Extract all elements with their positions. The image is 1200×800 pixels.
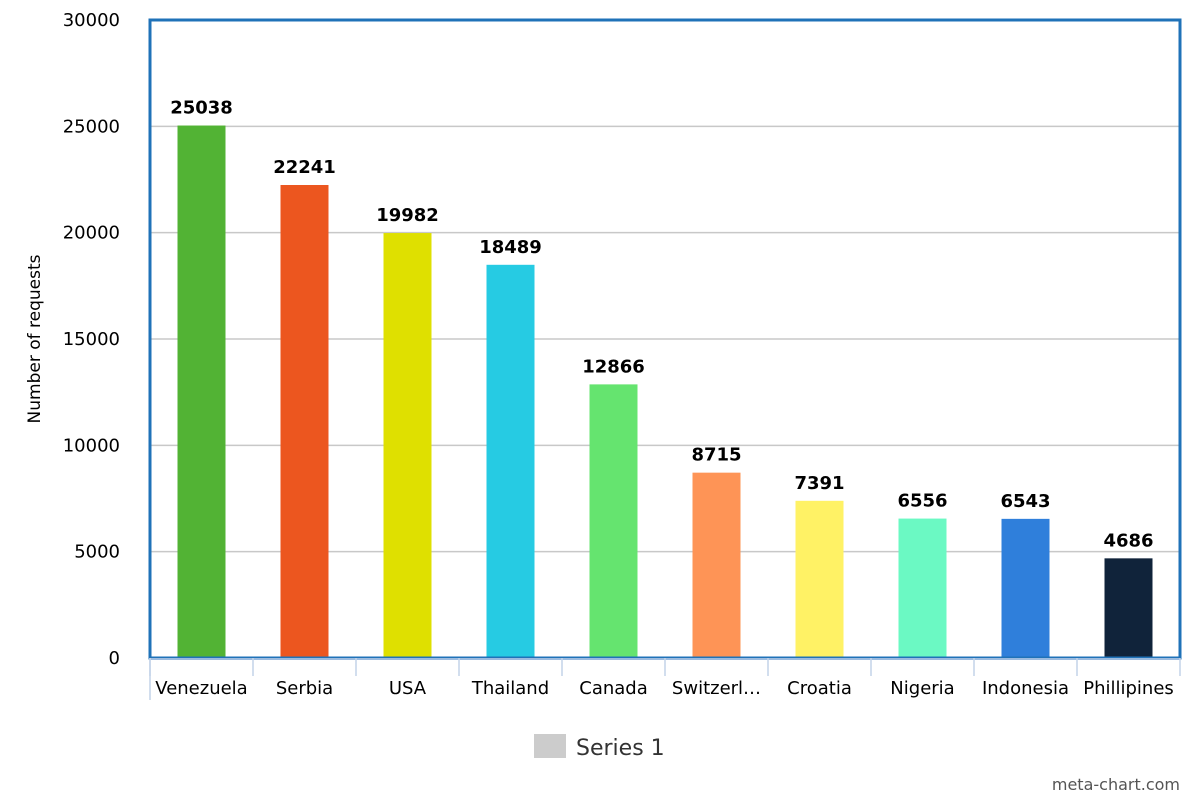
bar xyxy=(1001,518,1050,658)
bar xyxy=(280,185,329,659)
x-category-label: Indonesia xyxy=(982,678,1069,699)
data-label: 4686 xyxy=(1103,530,1153,551)
bar xyxy=(383,233,432,658)
data-label: 6543 xyxy=(1000,491,1050,512)
data-label: 6556 xyxy=(897,491,947,512)
x-category-label: USA xyxy=(389,678,427,699)
x-category-label: Croatia xyxy=(787,678,852,699)
x-category-label: Phillipines xyxy=(1083,678,1174,699)
legend-swatch xyxy=(534,734,566,758)
y-tick-label: 5000 xyxy=(74,542,120,563)
y-tick-label: 10000 xyxy=(63,435,120,456)
bar xyxy=(1104,558,1153,658)
data-label: 12866 xyxy=(582,356,645,377)
y-tick-label: 30000 xyxy=(63,10,120,31)
data-label: 19982 xyxy=(376,205,439,226)
x-category-label: Serbia xyxy=(276,678,333,699)
x-axis: Venezuela Serbia USA Thailand Canada Switzerl… xyxy=(149,658,1181,700)
legend-label: Series 1 xyxy=(576,736,665,761)
y-tick-label: 20000 xyxy=(63,223,120,244)
x-category-label: Nigeria xyxy=(890,678,954,699)
x-category-label: Venezuela xyxy=(155,678,247,699)
y-tick-label: 15000 xyxy=(63,329,120,350)
x-category-label: Switzerl… xyxy=(672,678,761,699)
y-tick-label: 0 xyxy=(109,648,120,669)
x-category-label: Thailand xyxy=(471,678,549,699)
bar xyxy=(898,518,947,658)
data-label: 25038 xyxy=(170,98,233,119)
y-tick-label: 25000 xyxy=(63,116,120,137)
bar xyxy=(589,384,638,658)
bar xyxy=(692,472,741,658)
y-axis-title: Number of requests xyxy=(25,254,45,423)
data-label: 8715 xyxy=(691,445,741,466)
x-category-label: Canada xyxy=(579,678,648,699)
watermark: meta-chart.com xyxy=(1052,775,1180,794)
bar xyxy=(177,125,226,658)
legend: Series 1 xyxy=(534,734,665,761)
bar xyxy=(486,264,535,658)
data-label: 7391 xyxy=(794,473,844,494)
bar xyxy=(795,500,844,658)
y-axis-ticks: 0 5000 10000 15000 20000 25000 30000 xyxy=(63,10,120,669)
data-label: 22241 xyxy=(273,157,336,178)
data-labels: 25038 22241 19982 18489 12866 8715 7391 6556 654… xyxy=(170,98,1153,552)
bars xyxy=(177,125,1153,659)
data-label: 18489 xyxy=(479,237,542,258)
